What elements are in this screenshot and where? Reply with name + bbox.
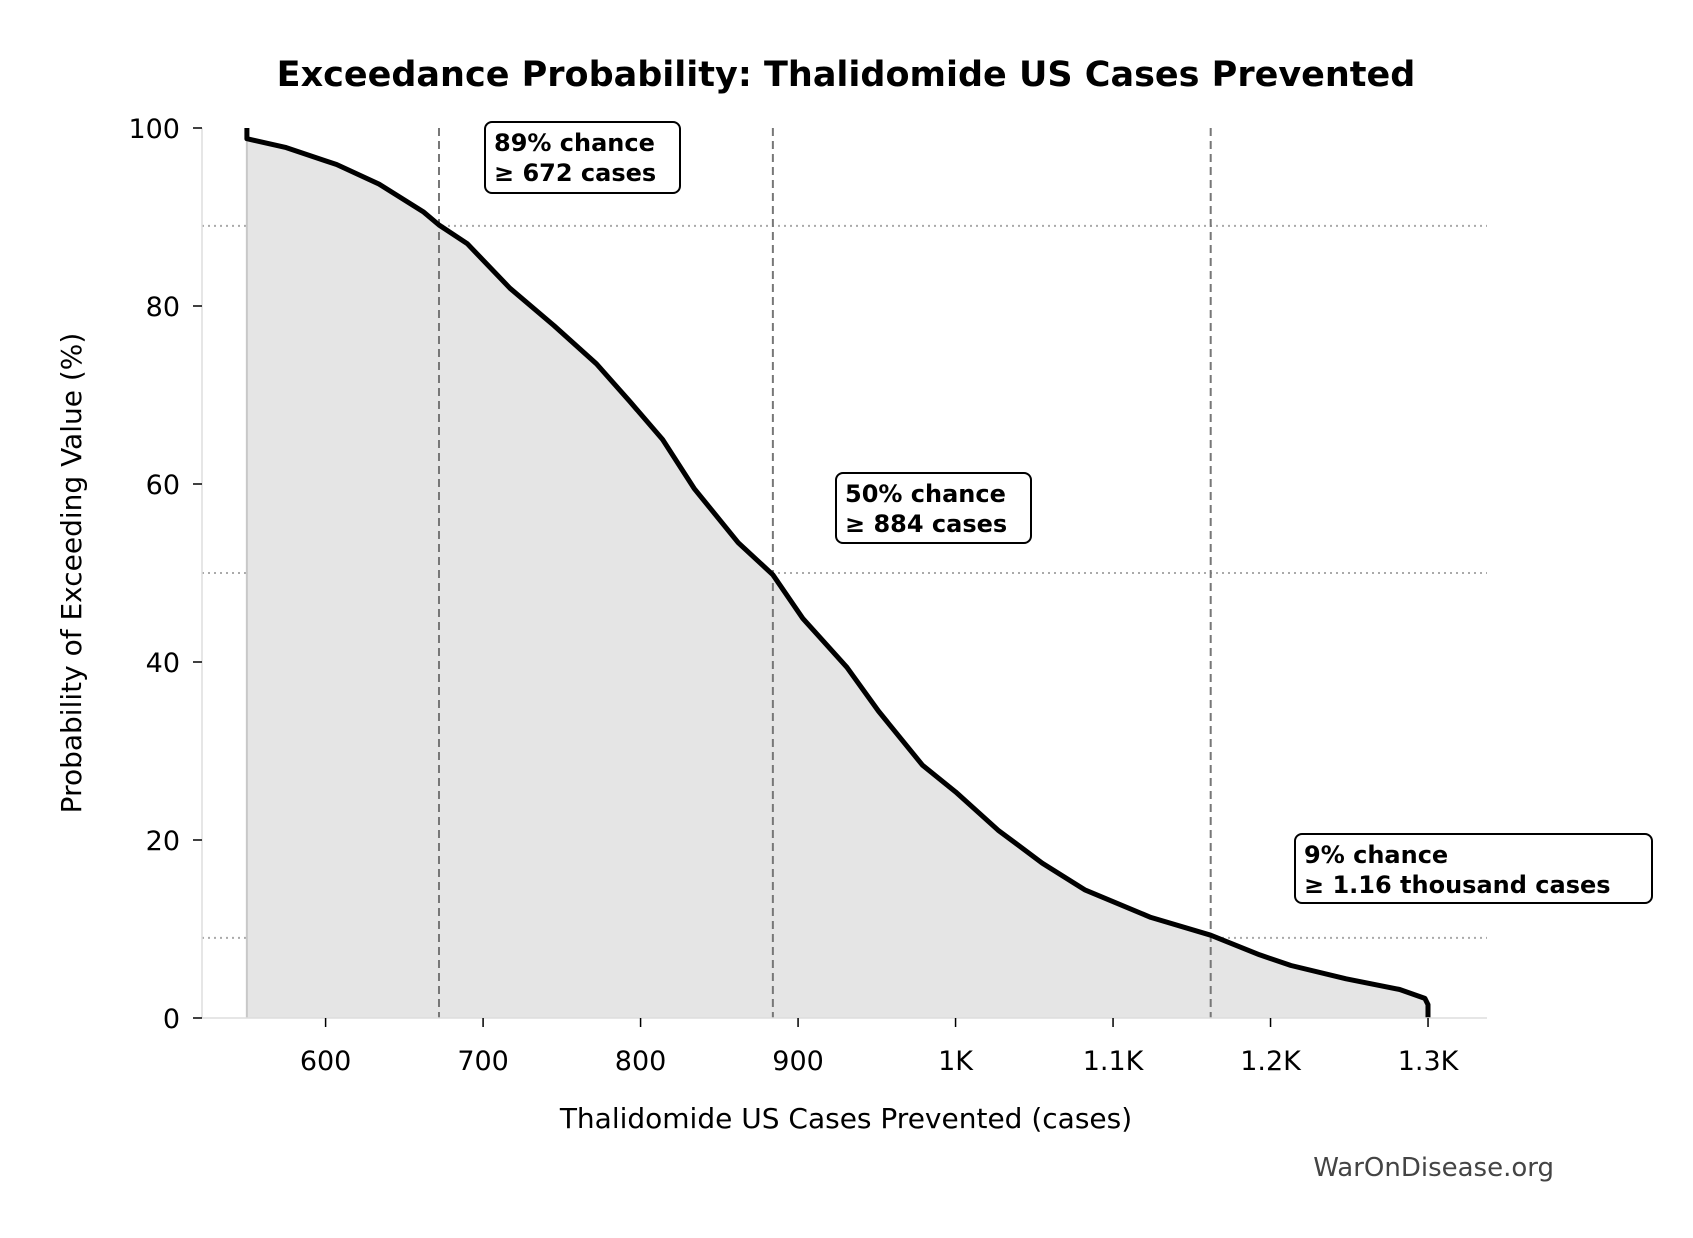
chart-title: Exceedance Probability: Thalidomide US C… — [277, 55, 1416, 95]
x-tick-label: 1.3K — [1398, 1046, 1460, 1077]
annotation-text: ≥ 884 cases — [845, 510, 1007, 538]
y-tick-label: 60 — [146, 470, 180, 501]
exceedance-area — [246, 128, 1429, 1018]
annotations: 89% chance≥ 672 cases 50% chance≥ 884 cas… — [484, 121, 1653, 904]
annotation-box — [484, 121, 681, 194]
y-axis-ticks: 0 20 40 60 80 100 — [128, 114, 202, 1035]
x-tick-label: 1.2K — [1240, 1046, 1302, 1077]
x-tick-label: 800 — [615, 1046, 667, 1077]
x-axis-ticks: 600 700 800 900 1K 1.1K 1.2K 1.3K — [300, 1018, 1460, 1077]
annotation-text: 89% chance — [494, 129, 655, 157]
y-tick-label: 0 — [163, 1004, 180, 1035]
x-tick-label: 1K — [938, 1046, 974, 1077]
x-axis-label: Thalidomide US Cases Prevented (cases) — [559, 1102, 1132, 1135]
annotation-text: 9% chance — [1304, 841, 1448, 869]
x-tick-label: 700 — [457, 1046, 509, 1077]
annotation-text: ≥ 672 cases — [494, 159, 656, 187]
y-tick-label: 20 — [146, 826, 180, 857]
x-tick-label: 1.1K — [1083, 1046, 1145, 1077]
annotation-text: 50% chance — [845, 480, 1006, 508]
annotation-text: ≥ 1.16 thousand cases — [1304, 871, 1611, 899]
annotation-box — [1294, 833, 1653, 904]
y-axis-label: Probability of Exceeding Value (%) — [55, 333, 88, 814]
y-tick-label: 40 — [146, 648, 180, 679]
annotation-box — [835, 472, 1032, 544]
x-tick-label: 900 — [772, 1046, 824, 1077]
watermark: WarOnDisease.org — [1313, 1153, 1554, 1183]
exceedance-curve — [244, 128, 1431, 1018]
x-tick-label: 600 — [300, 1046, 352, 1077]
y-tick-label: 100 — [128, 114, 180, 145]
y-tick-label: 80 — [146, 292, 180, 323]
